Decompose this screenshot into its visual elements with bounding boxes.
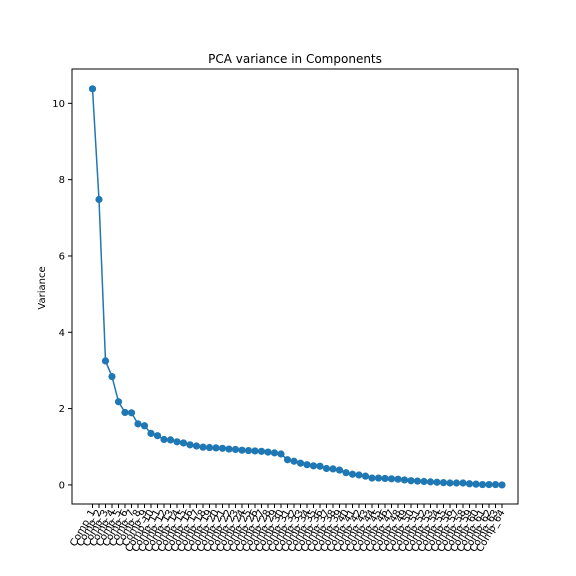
data-point xyxy=(335,466,344,474)
data-point xyxy=(465,480,474,488)
data-point xyxy=(283,456,292,464)
data-point xyxy=(329,465,337,473)
data-point xyxy=(316,462,324,470)
data-point xyxy=(472,480,480,488)
data-point xyxy=(244,446,253,455)
data-point xyxy=(439,479,448,487)
data-point xyxy=(374,474,383,482)
data-point xyxy=(498,481,506,489)
data-point xyxy=(407,477,415,485)
data-point xyxy=(225,445,233,453)
data-point xyxy=(121,408,129,417)
y-tick-label: 6 xyxy=(59,251,65,262)
data-point xyxy=(270,449,279,457)
data-point xyxy=(400,476,409,484)
data-point xyxy=(485,480,493,489)
x-axis: Comp_1Comp_2Comp_3Comp_4Comp_5Comp_6Comp… xyxy=(68,504,508,554)
data-point xyxy=(342,469,350,477)
data-point xyxy=(452,479,461,487)
data-point xyxy=(251,447,259,455)
y-tick-label: 10 xyxy=(52,99,65,110)
data-point xyxy=(290,457,298,465)
data-point xyxy=(238,446,246,454)
data-point xyxy=(114,398,123,406)
data-point xyxy=(218,444,227,452)
y-tick-label: 8 xyxy=(59,175,65,186)
series-variance xyxy=(88,85,506,489)
data-point xyxy=(394,475,402,483)
data-point xyxy=(95,195,103,204)
data-point xyxy=(309,462,318,470)
data-point xyxy=(199,443,207,451)
data-point xyxy=(127,409,136,417)
data-point xyxy=(478,480,487,489)
data-point xyxy=(303,461,311,469)
data-point xyxy=(147,429,155,438)
data-point xyxy=(459,479,467,487)
data-point xyxy=(140,422,149,430)
data-point xyxy=(101,357,110,365)
data-point xyxy=(88,85,97,93)
data-point xyxy=(108,372,116,381)
y-axis: 0 2 4 6 8 10 xyxy=(52,99,72,491)
data-point xyxy=(420,477,428,486)
data-point xyxy=(166,436,175,444)
data-point xyxy=(160,435,168,444)
y-axis-label: Variance xyxy=(37,266,48,309)
data-point xyxy=(179,439,188,447)
data-point xyxy=(277,450,285,458)
y-tick-label: 4 xyxy=(59,328,65,339)
data-point xyxy=(361,472,370,480)
data-point xyxy=(296,459,305,467)
data-point xyxy=(355,471,363,479)
data-point xyxy=(192,442,201,450)
data-point xyxy=(368,474,376,482)
data-point xyxy=(257,447,266,455)
chart-title: PCA variance in Components xyxy=(208,52,382,66)
data-point xyxy=(413,477,422,485)
data-point xyxy=(212,444,220,452)
y-tick-label: 0 xyxy=(59,480,65,491)
data-point xyxy=(446,479,454,487)
data-point xyxy=(322,464,331,473)
data-point xyxy=(426,478,435,486)
plot-frame xyxy=(71,68,519,505)
data-point xyxy=(381,474,389,483)
data-point xyxy=(205,443,214,452)
data-point xyxy=(134,420,142,428)
data-point xyxy=(491,480,500,489)
data-point xyxy=(173,438,181,446)
data-point xyxy=(387,475,396,483)
data-point xyxy=(153,432,162,440)
data-point xyxy=(264,448,272,456)
data-point xyxy=(231,445,240,454)
data-point xyxy=(186,441,194,449)
data-point xyxy=(433,478,441,486)
y-tick-label: 2 xyxy=(59,404,65,415)
data-point xyxy=(348,470,357,478)
